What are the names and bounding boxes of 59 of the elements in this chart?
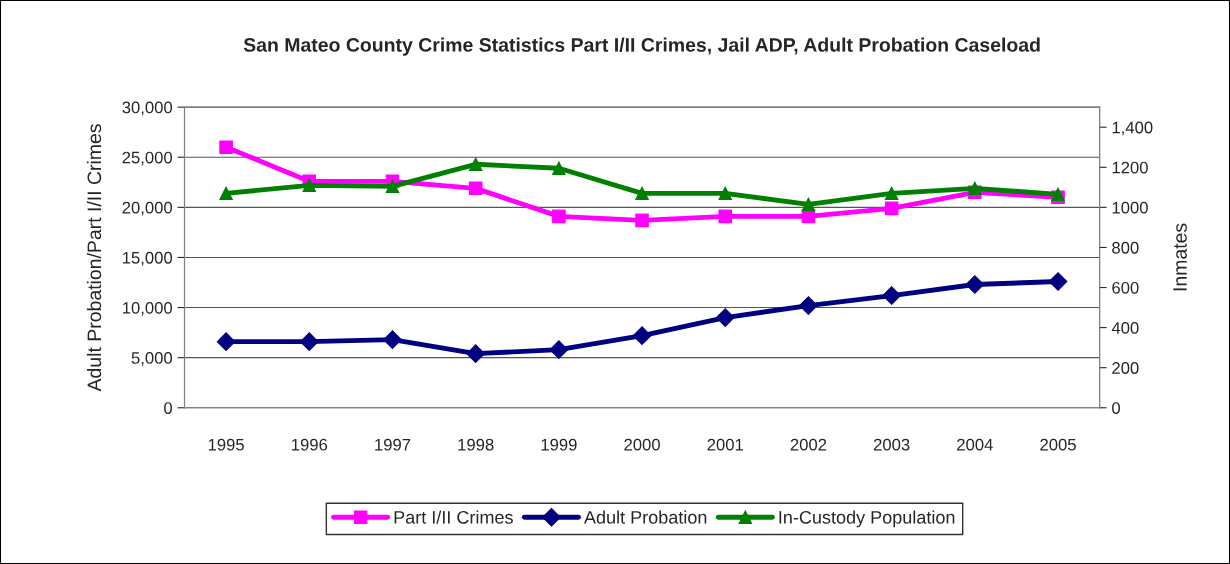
- point: [383, 330, 402, 349]
- point: [219, 140, 233, 155]
- y2-tick-label: 800: [1112, 241, 1139, 254]
- point: [299, 332, 319, 351]
- x-tick-label: 1995: [208, 438, 244, 451]
- y-tick-label: 5,000: [131, 352, 173, 366]
- point: [552, 209, 566, 224]
- point: [884, 201, 899, 216]
- point: [718, 209, 733, 224]
- x-tick-label: 2005: [1040, 438, 1076, 451]
- y-tick-label: 20,000: [122, 201, 173, 216]
- legend-label: Adult Probation: [583, 510, 707, 524]
- y2-tick-label: 1,400: [1112, 121, 1153, 136]
- y-axis-title: Adult Probation/Part I/II Crimes: [86, 124, 102, 392]
- point: [466, 344, 486, 364]
- point: [799, 296, 818, 315]
- point: [632, 326, 652, 345]
- point: [884, 186, 899, 201]
- y2-tick-label: 1200: [1112, 161, 1148, 174]
- x-tick-label: 1997: [375, 438, 411, 451]
- point: [219, 186, 233, 201]
- legend-label: In-Custody Population: [779, 510, 955, 528]
- point: [635, 213, 649, 228]
- point: [468, 157, 483, 172]
- point: [552, 161, 566, 176]
- y2-tick-label: 400: [1111, 322, 1139, 334]
- y2-tick-label: 200: [1112, 362, 1139, 374]
- point: [549, 340, 569, 360]
- x-tick-label: 1996: [292, 438, 328, 451]
- x-tick-label: 2002: [790, 438, 827, 451]
- y-tick-label: 10,000: [122, 301, 173, 316]
- y-tick-label: 0: [164, 402, 173, 414]
- point: [968, 181, 982, 196]
- point: [882, 286, 901, 305]
- y2-tick-label: 0: [1112, 402, 1121, 414]
- y-tick-label: 25,000: [122, 151, 173, 166]
- y-tick-label: 30,000: [122, 101, 173, 116]
- point: [718, 186, 733, 201]
- point: [385, 179, 400, 194]
- y2-tick-label: 600: [1112, 281, 1139, 294]
- x-tick-label: 1999: [541, 438, 577, 451]
- point: [1048, 272, 1068, 291]
- x-tick-label: 2000: [624, 438, 660, 451]
- x-tick-label: 1998: [458, 438, 494, 451]
- point: [635, 186, 649, 201]
- point: [965, 275, 985, 294]
- x-tick-label: 2004: [957, 438, 993, 451]
- y2-tick-label: 1000: [1112, 201, 1148, 214]
- chart-title: San Mateo County Crime Statistics Part I/II Crimes, Jail ADP, Adult Probation Caseload: [243, 37, 1040, 56]
- point: [302, 178, 317, 193]
- x-tick-label: 2001: [707, 438, 743, 451]
- x-tick-label: 2003: [873, 438, 910, 451]
- point: [715, 308, 735, 327]
- point: [468, 181, 483, 196]
- y2-axis-title: Inmates: [1173, 223, 1187, 291]
- point: [801, 197, 816, 212]
- legend-label: Part I/II Crimes: [394, 510, 513, 524]
- y-tick-label: 15,000: [122, 251, 173, 266]
- point: [216, 332, 236, 351]
